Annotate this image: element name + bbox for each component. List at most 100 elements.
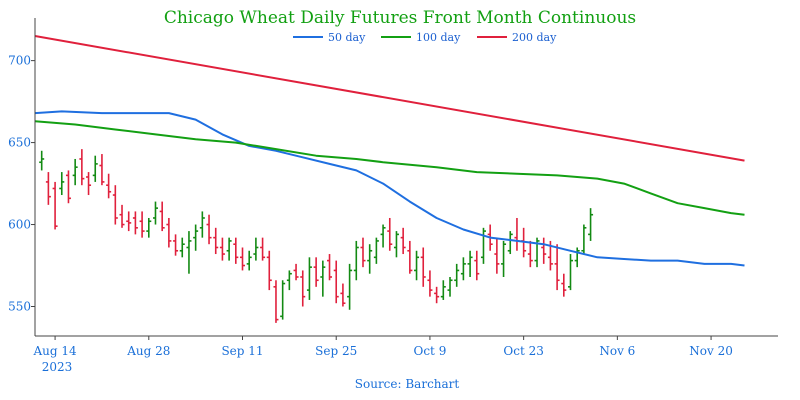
price-bars [39,149,594,323]
price-bar [186,231,192,274]
x-tick-label-7: Nov 20 [689,344,733,358]
price-bar [213,227,219,255]
price-bar [454,263,460,287]
price-bar [440,280,446,300]
price-bar [501,240,507,277]
price-bar [86,172,92,196]
price-bar [166,217,172,248]
price-bar [387,217,393,251]
price-bar [199,211,205,238]
legend: 50 day 100 day 200 day [293,31,557,44]
price-bar [567,254,573,291]
price-bar [447,276,453,297]
legend-label-200-day: 200 day [512,31,557,44]
price-bar [327,254,333,281]
price-bar [132,211,138,235]
x-tick-label-5: Oct 23 [503,344,543,358]
price-bar [233,237,239,264]
price-bar [126,211,132,232]
ma-50-day-line [34,110,745,267]
price-bar [541,237,547,264]
price-bar [367,244,373,274]
price-bar [39,150,45,171]
price-bar [347,263,353,310]
price-bar [173,234,179,256]
price-bar [333,260,339,304]
price-bar [293,263,299,281]
price-bar [561,273,567,297]
price-bar [313,257,319,287]
plot-area [34,35,745,323]
price-bar [588,208,594,241]
price-bar [52,181,58,230]
x-tick-label-6: Nov 6 [599,344,635,358]
price-bar [112,185,118,225]
legend-label-100-day: 100 day [416,31,461,44]
price-bar [527,240,533,268]
price-bar [240,247,246,271]
price-bar [434,286,440,304]
price-bar [353,240,359,281]
price-bar [320,260,326,297]
price-bar [146,217,152,238]
y-tick-label-550: 550 [8,299,31,313]
price-bar [206,214,212,245]
price-bar [393,231,399,258]
price-bar [260,237,266,261]
x-axis-year-label: 2023 [42,360,73,374]
x-tick-label-3: Sep 25 [315,344,357,358]
x-tick-label-0: Aug 14 [32,344,77,358]
price-bar [253,237,259,261]
chart-title: Chicago Wheat Daily Futures Front Month … [164,8,636,28]
price-bar [400,227,406,255]
price-bar [380,224,386,248]
price-bar [45,172,51,205]
price-bar [554,244,560,291]
price-bar [179,237,185,258]
price-bar [152,201,158,225]
x-tick-label-1: Aug 28 [126,344,170,358]
price-bar [306,257,312,300]
ma-200-day-line [34,35,745,162]
x-tick-label-2: Sep 11 [221,344,263,358]
price-bar [300,270,306,307]
price-bar [373,237,379,264]
y-tick-label-650: 650 [8,136,31,150]
price-bar [574,247,580,268]
price-bar [534,237,540,268]
source-note: Source: Barchart [355,377,460,391]
price-bar [246,250,252,271]
price-bar [219,237,225,261]
x-tick-label-4: Oct 9 [414,344,447,358]
price-bar [226,237,232,261]
price-bar [427,270,433,297]
price-bar [360,237,366,268]
price-bar [460,257,466,281]
price-bar [193,224,199,251]
price-bar [286,270,292,291]
x-axis: 2023 Aug 14 Aug 28 Sep 11 Sep 25 Oct 9 Oct 23… [32,335,778,374]
price-bar [280,280,286,320]
price-bar [581,224,587,255]
price-bar [139,211,145,238]
price-bar [159,201,165,232]
price-bar [467,250,473,277]
price-bar [340,283,346,307]
price-bar [266,250,272,291]
price-bar [507,231,513,255]
price-bar [65,170,71,204]
price-bar [106,173,112,199]
price-bar [72,158,78,186]
price-bar [119,204,125,228]
y-tick-label-600: 600 [8,218,31,232]
y-axis: 550 600 650 700 [8,18,36,336]
price-bar [414,250,420,281]
price-bar [407,240,413,274]
ma-100-day-line [34,120,745,216]
price-bar [92,155,98,182]
price-bar [480,227,486,264]
price-bar [514,217,520,251]
price-bar [59,172,65,196]
legend-label-50-day: 50 day [328,31,366,44]
